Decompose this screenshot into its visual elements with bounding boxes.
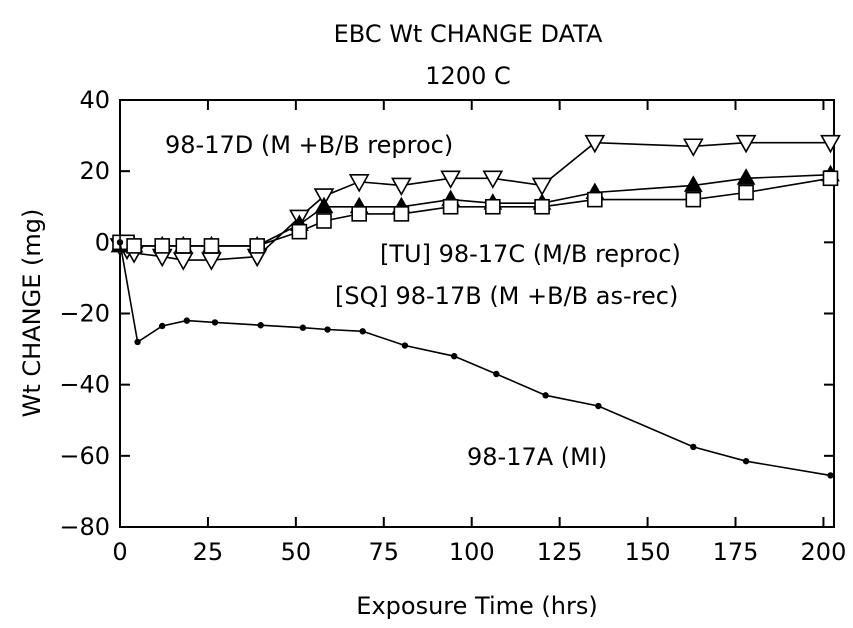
data-point bbox=[822, 170, 839, 187]
x-axis: 0 25 50 75 100 125 150 175 200 bbox=[112, 100, 846, 566]
data-point bbox=[348, 174, 370, 193]
x-tick-label: 0 bbox=[112, 538, 127, 566]
data-point bbox=[257, 322, 264, 329]
data-point bbox=[391, 177, 412, 197]
y-axis-label: Wt CHANGE (mg) bbox=[18, 209, 46, 418]
data-point bbox=[736, 168, 756, 185]
data-point bbox=[442, 198, 459, 215]
data-point bbox=[683, 175, 703, 192]
x-axis-label: Exposure Time (hrs) bbox=[356, 592, 597, 620]
data-point bbox=[735, 134, 757, 154]
data-point bbox=[201, 252, 222, 271]
data-point bbox=[482, 170, 504, 189]
chart-subtitle: 1200 C bbox=[425, 62, 510, 90]
data-point bbox=[393, 206, 410, 222]
data-point bbox=[316, 213, 332, 229]
data-point bbox=[450, 353, 458, 360]
x-tick-label: 175 bbox=[713, 538, 759, 566]
y-tick-label: 40 bbox=[79, 86, 110, 114]
x-tick-label: 50 bbox=[281, 538, 312, 566]
data-point bbox=[584, 134, 606, 154]
x-tick-label: 150 bbox=[625, 538, 671, 566]
series-line-2 bbox=[120, 177, 831, 247]
data-point bbox=[314, 196, 334, 214]
annotation-98-17a: 98-17A (MI) bbox=[467, 443, 607, 471]
data-point bbox=[531, 177, 553, 197]
x-tick-label: 200 bbox=[801, 538, 847, 566]
data-point bbox=[595, 402, 602, 410]
annotation-98-17d: 98-17D (M +B/B reproc) bbox=[165, 131, 453, 159]
data-point bbox=[440, 170, 461, 189]
y-axis: −80 −60 −40 −20 0 20 40 bbox=[59, 86, 834, 541]
series-layer bbox=[109, 134, 841, 479]
data-point bbox=[116, 239, 124, 246]
data-point bbox=[542, 392, 549, 399]
data-point bbox=[154, 238, 171, 254]
data-point bbox=[175, 238, 192, 254]
data-point bbox=[211, 319, 219, 326]
x-tick-label: 25 bbox=[193, 538, 224, 566]
y-tick-label: −40 bbox=[59, 371, 110, 399]
data-point bbox=[183, 317, 191, 324]
data-point bbox=[690, 443, 697, 451]
data-point bbox=[134, 338, 141, 346]
data-point bbox=[587, 191, 603, 208]
y-tick-label: −60 bbox=[59, 442, 110, 470]
data-point bbox=[742, 457, 750, 465]
x-tick-label: 125 bbox=[537, 538, 583, 566]
x-tick-label: 75 bbox=[369, 538, 400, 566]
data-point bbox=[359, 328, 366, 335]
data-point bbox=[299, 324, 307, 331]
data-point bbox=[485, 198, 501, 215]
data-point bbox=[172, 252, 194, 271]
series-line-1 bbox=[120, 173, 831, 247]
data-point bbox=[159, 322, 166, 330]
annotation-98-17c: [TU] 98-17C (M/B reproc) bbox=[380, 240, 681, 268]
data-point bbox=[401, 342, 409, 349]
data-point bbox=[351, 206, 367, 222]
series-line-3 bbox=[119, 242, 831, 477]
chart-title: EBC Wt CHANGE DATA bbox=[334, 20, 603, 48]
data-point bbox=[493, 370, 500, 378]
y-tick-label: −20 bbox=[59, 300, 110, 328]
y-tick-label: 20 bbox=[79, 157, 110, 185]
data-point bbox=[324, 326, 331, 333]
data-point bbox=[203, 238, 220, 254]
x-tick-label: 100 bbox=[449, 538, 495, 566]
data-point bbox=[827, 472, 834, 479]
data-point bbox=[291, 223, 308, 240]
data-point bbox=[820, 134, 841, 154]
data-point bbox=[249, 238, 265, 254]
y-tick-label: 0 bbox=[95, 228, 110, 256]
y-tick-label: −80 bbox=[59, 513, 110, 541]
data-point bbox=[126, 238, 142, 254]
annotations: 98-17D (M +B/B reproc) [TU] 98-17C (M/B … bbox=[165, 131, 681, 471]
data-point bbox=[738, 184, 754, 201]
data-point bbox=[685, 191, 702, 208]
data-point bbox=[682, 138, 704, 157]
annotation-98-17b: [SQ] 98-17B (M +B/B as-rec) bbox=[335, 282, 678, 310]
data-point bbox=[534, 198, 550, 215]
